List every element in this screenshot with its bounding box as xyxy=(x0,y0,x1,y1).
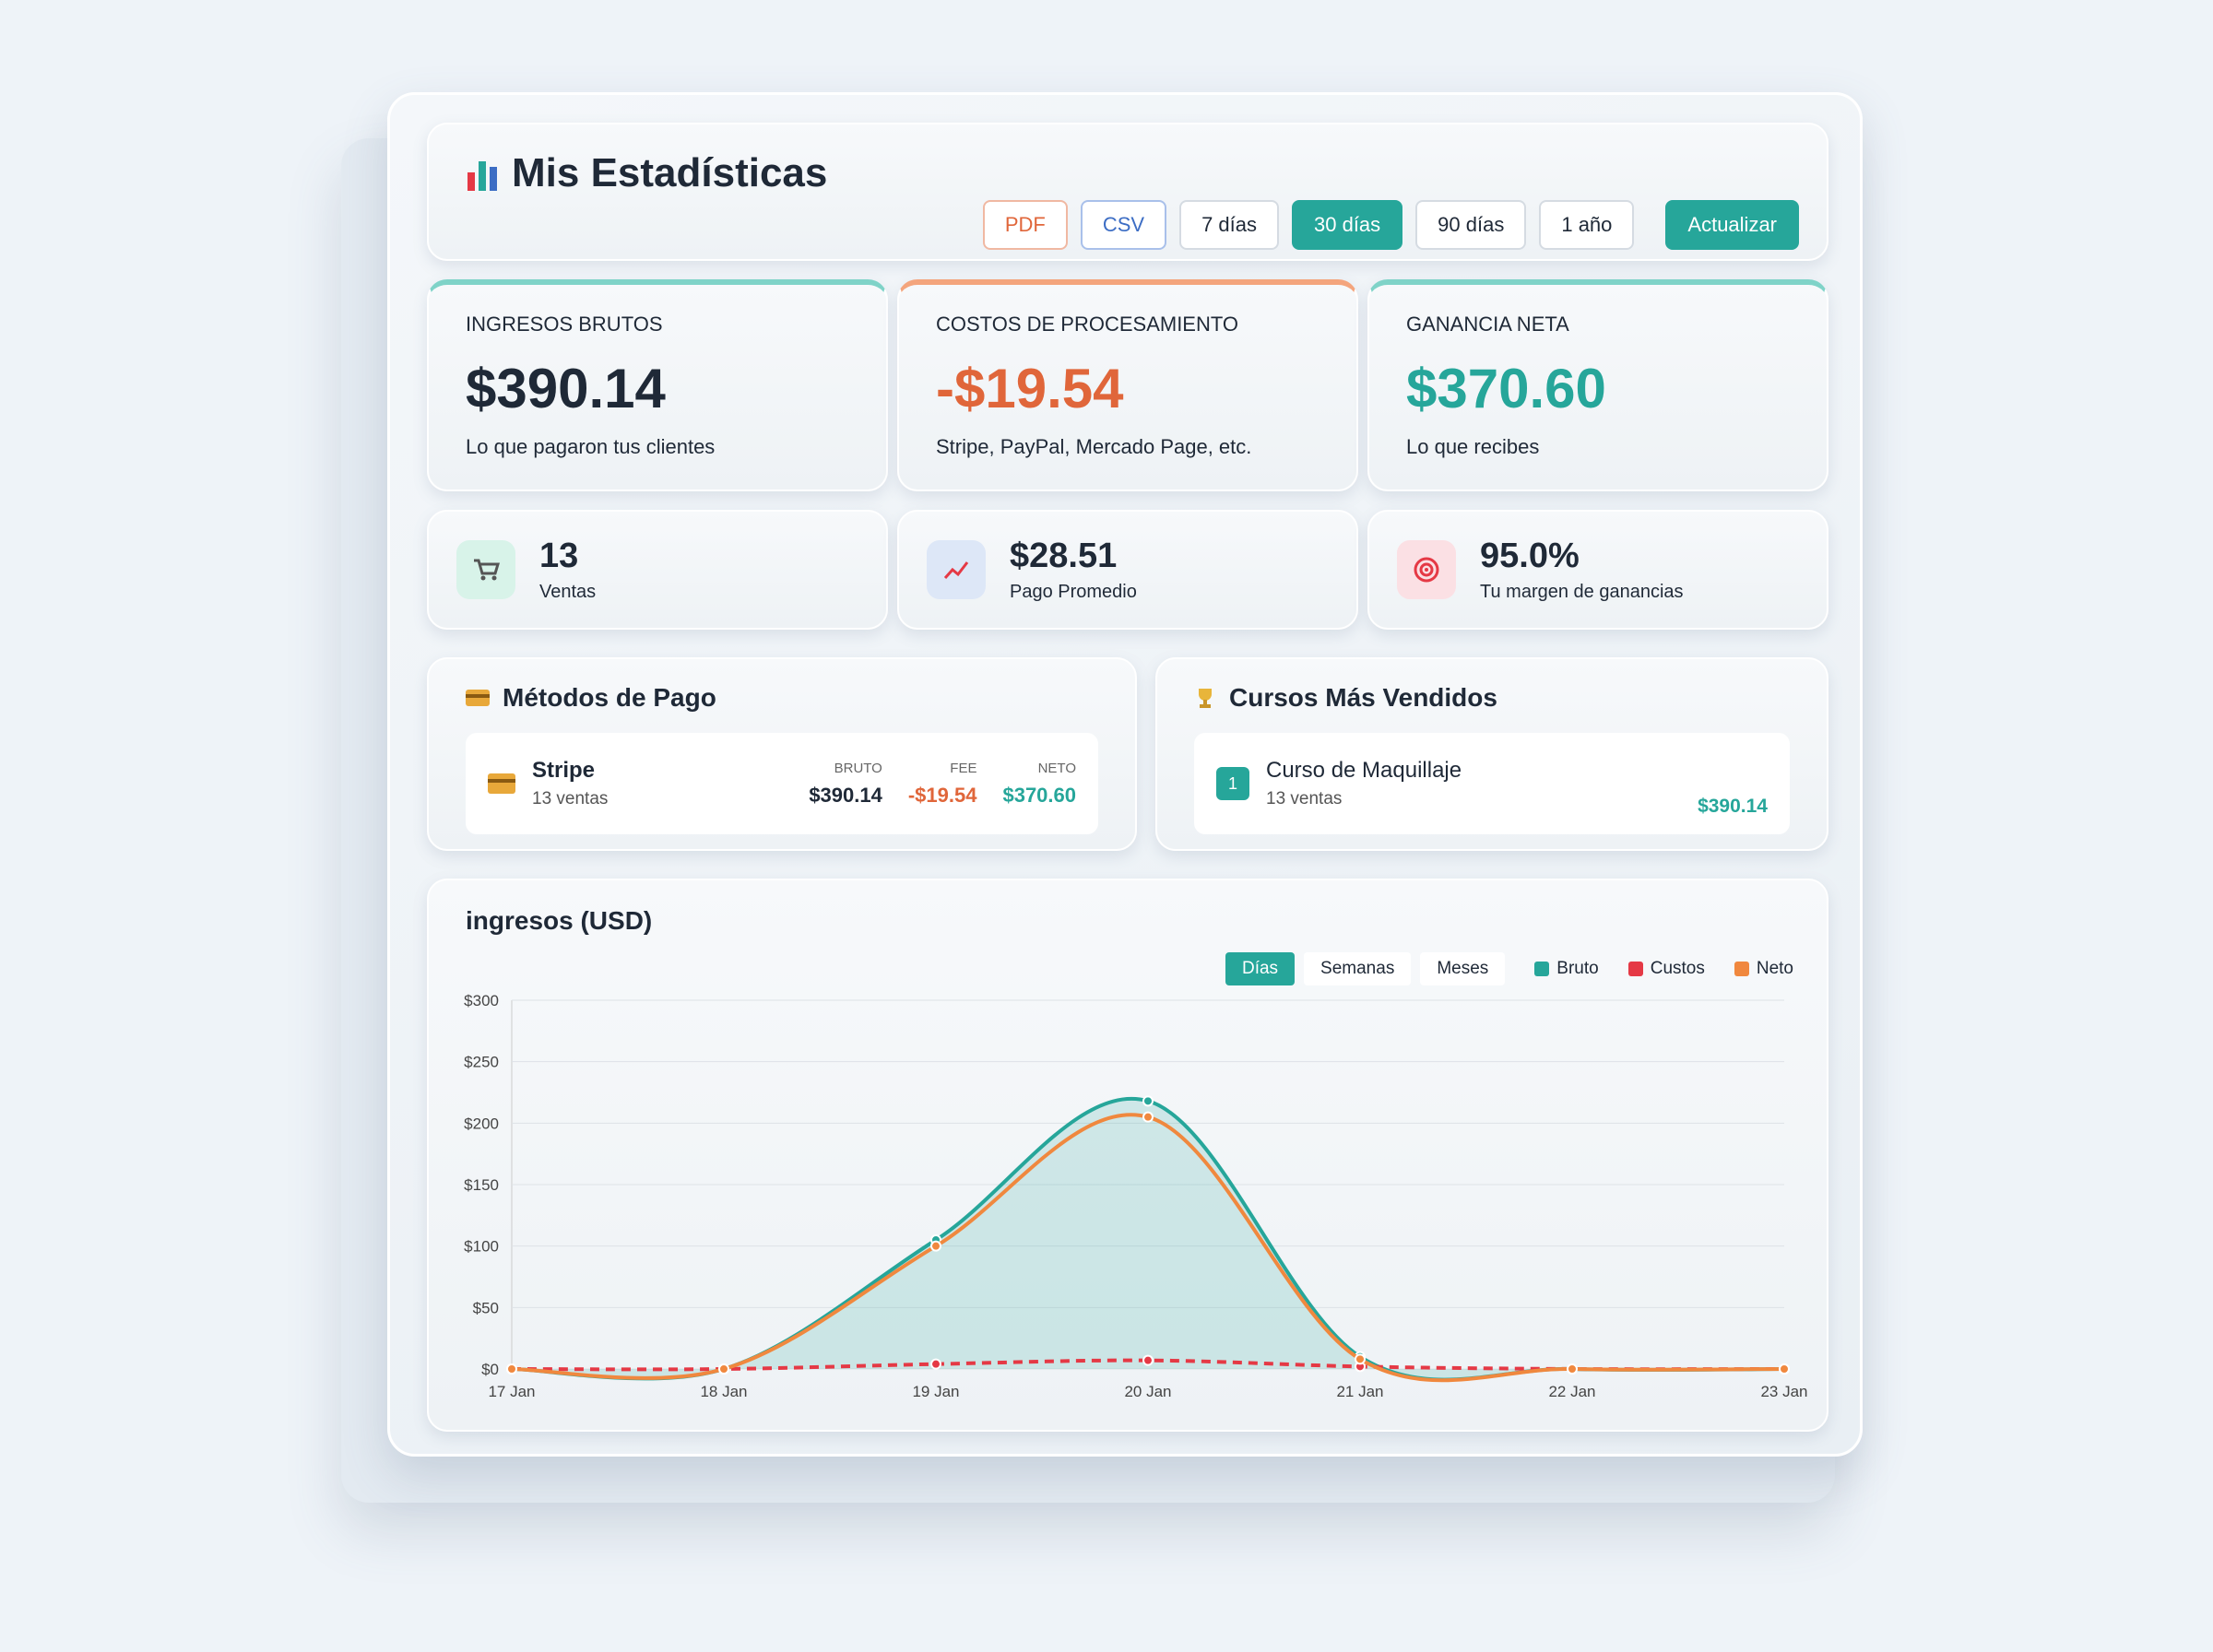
y-tick-label: $200 xyxy=(464,1115,499,1132)
legend-swatch xyxy=(1734,962,1749,976)
dashboard: Mis Estadísticas PDF CSV 7 días 30 días … xyxy=(387,92,1863,1457)
course-amount: $390.14 xyxy=(1698,796,1768,817)
card-label: INGRESOS BRUTOS xyxy=(466,313,663,336)
course-row: 1 Curso de Maquillaje 13 ventas $390.14 xyxy=(1194,733,1790,834)
payment-methods: Métodos de Pago Stripe 13 ventas BRUTO $39… xyxy=(427,657,1137,851)
point xyxy=(1142,1095,1154,1107)
trend-icon xyxy=(927,540,986,599)
range-button[interactable]: 90 días xyxy=(1415,200,1527,250)
point xyxy=(718,1363,729,1375)
stat-value: 13 xyxy=(539,537,579,575)
logo-icon xyxy=(467,161,497,191)
stat-label: Tu margen de ganancias xyxy=(1480,582,1684,602)
pdf-button[interactable]: PDF xyxy=(982,200,1068,250)
stat-card: 13 Ventas xyxy=(427,510,888,630)
col-value: $390.14 xyxy=(809,783,882,807)
stat-value: $28.51 xyxy=(1010,537,1118,575)
col-head: NETO xyxy=(1037,760,1076,776)
y-tick-label: $300 xyxy=(464,992,499,1009)
point xyxy=(1142,1354,1154,1366)
method-sales: 13 ventas xyxy=(532,789,609,808)
legend-label: Neto xyxy=(1756,959,1793,978)
card-value: $390.14 xyxy=(466,358,666,419)
stat-label: Pago Promedio xyxy=(1010,582,1137,602)
legend-item[interactable]: Custos xyxy=(1627,959,1705,979)
range-button[interactable]: 30 días xyxy=(1292,200,1403,250)
target-icon xyxy=(1397,540,1456,599)
point xyxy=(1142,1111,1154,1123)
card-label: COSTOS DE PROCESAMIENTO xyxy=(936,313,1239,336)
card-value: -$19.54 xyxy=(936,358,1124,419)
period-toggle[interactable]: Días xyxy=(1225,952,1296,985)
header: Mis Estadísticas PDF CSV 7 días 30 días … xyxy=(427,123,1828,261)
x-tick-label: 17 Jan xyxy=(488,1383,535,1400)
stat-value: 95.0% xyxy=(1480,537,1580,575)
point xyxy=(1355,1353,1366,1365)
payment-row: Stripe 13 ventas BRUTO $390.14 FEE -$19.54 … xyxy=(466,733,1098,834)
card-caption: Stripe, PayPal, Mercado Page, etc. xyxy=(936,435,1252,458)
stat-label: Ventas xyxy=(539,582,597,602)
range-button[interactable]: 1 año xyxy=(1539,200,1635,250)
course-sales: 13 ventas xyxy=(1266,789,1343,808)
col-head: FEE xyxy=(950,760,977,776)
x-tick-label: 21 Jan xyxy=(1336,1383,1383,1400)
legend-swatch xyxy=(1534,962,1550,976)
col-value: -$19.54 xyxy=(907,783,977,807)
csv-button[interactable]: CSV xyxy=(1080,200,1167,250)
y-tick-label: $0 xyxy=(481,1361,499,1378)
page-title: Mis Estadísticas xyxy=(512,150,828,195)
course-name: Curso de Maquillaje xyxy=(1266,758,1462,783)
refresh-button[interactable]: Actualizar xyxy=(1665,200,1799,250)
period-toggle[interactable]: Meses xyxy=(1420,952,1506,985)
toolbar: PDF CSV 7 días 30 días 90 días 1 año Act… xyxy=(982,200,1799,250)
col-head: BRUTO xyxy=(834,760,882,776)
y-tick-label: $150 xyxy=(464,1176,499,1194)
x-tick-label: 22 Jan xyxy=(1548,1383,1595,1400)
point xyxy=(1567,1363,1578,1375)
chart-card: ingresos (USD) Días Semanas Meses Bruto C… xyxy=(427,879,1828,1432)
y-tick-label: $100 xyxy=(464,1238,499,1256)
method-name: Stripe xyxy=(532,758,596,783)
stat-card: $28.51 Pago Promedio xyxy=(897,510,1358,630)
legend-swatch xyxy=(1627,962,1643,976)
section-title: Cursos Más Vendidos xyxy=(1194,683,1790,713)
range-button[interactable]: 7 días xyxy=(1179,200,1279,250)
section-title: Métodos de Pago xyxy=(466,683,1098,713)
legend-item[interactable]: Neto xyxy=(1734,959,1793,979)
y-tick-label: $50 xyxy=(473,1299,499,1316)
point xyxy=(1779,1363,1790,1375)
col-value: $370.60 xyxy=(1002,783,1076,807)
top-courses: Cursos Más Vendidos 1 Curso de Maquillaj… xyxy=(1155,657,1828,851)
summary-card: INGRESOS BRUTOS $390.14 Lo que pagaron t… xyxy=(427,279,888,491)
point xyxy=(930,1358,941,1370)
legend-label: Bruto xyxy=(1556,959,1599,978)
period-toggle[interactable]: Semanas xyxy=(1304,952,1412,985)
course-rank: 1 xyxy=(1216,767,1249,800)
section-title-text: Cursos Más Vendidos xyxy=(1229,683,1497,712)
card-value: $370.60 xyxy=(1406,358,1606,419)
cart-icon xyxy=(456,540,515,599)
x-tick-label: 23 Jan xyxy=(1760,1383,1807,1400)
x-tick-label: 19 Jan xyxy=(912,1383,959,1400)
card-caption: Lo que pagaron tus clientes xyxy=(466,435,716,458)
point xyxy=(930,1240,941,1252)
chart-title: ingresos (USD) xyxy=(466,906,653,935)
chart-controls: Días Semanas Meses Bruto Custos Neto xyxy=(1225,952,1793,985)
area xyxy=(512,1098,1784,1380)
card-label: GANANCIA NETA xyxy=(1406,313,1569,336)
card-caption: Lo que recibes xyxy=(1406,435,1540,458)
legend-label: Custos xyxy=(1650,959,1705,978)
legend-item[interactable]: Bruto xyxy=(1534,959,1599,979)
summary-card: COSTOS DE PROCESAMIENTO -$19.54 Stripe, … xyxy=(897,279,1358,491)
chart-plot: $0 $50 $100 $150 $200 $250 $300 17 Jan 18 Jan 19 … xyxy=(464,992,1807,1400)
y-tick-label: $250 xyxy=(464,1054,499,1071)
x-tick-label: 20 Jan xyxy=(1124,1383,1171,1400)
summary-card: GANANCIA NETA $370.60 Lo que recibes xyxy=(1367,279,1828,491)
x-tick-label: 18 Jan xyxy=(700,1383,747,1400)
stat-card: 95.0% Tu margen de ganancias xyxy=(1367,510,1828,630)
point xyxy=(506,1363,517,1375)
section-title-text: Métodos de Pago xyxy=(503,683,716,712)
